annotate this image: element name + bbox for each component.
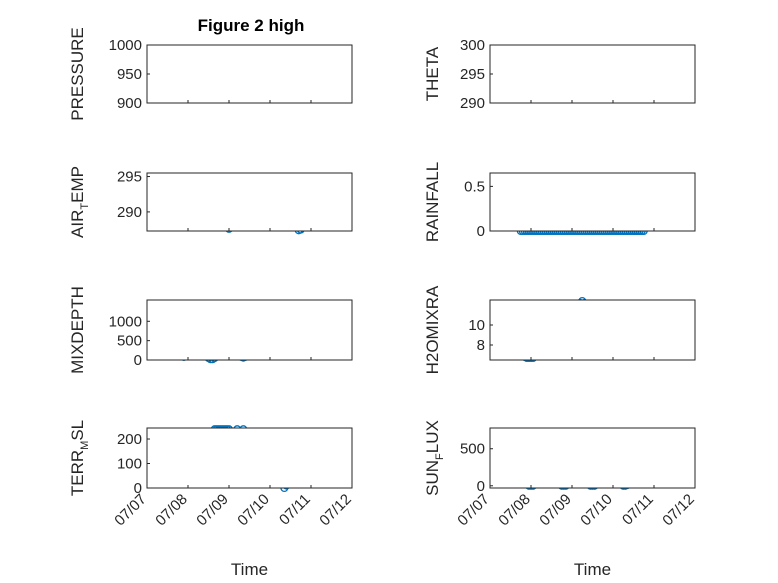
x-tick-label: 07/08: [152, 491, 191, 530]
axes-frame: [146, 427, 353, 489]
subplot-mixdepth: 0 500 1000 MIXDEPTH: [68, 286, 353, 374]
y-tick-label: 100: [117, 456, 142, 473]
axes-frame: [146, 172, 353, 232]
x-tick-label: 07/12: [316, 491, 355, 530]
figure-title: Figure 2 high: [198, 16, 305, 35]
subplot-pressure: 900 950 1000 PRESSURE: [68, 27, 353, 121]
y-axis-label: SUNFLUX: [423, 420, 446, 496]
axes-frame: [489, 299, 696, 361]
y-tick-label: 295: [117, 169, 142, 186]
y-tick-label: 0: [134, 480, 142, 497]
subplot-theta: 290 295 300 THETA: [423, 37, 696, 112]
x-tick-label: 07/09: [193, 491, 232, 530]
x-axis-label: Time: [231, 560, 268, 579]
x-tick-label: 07/07: [111, 491, 150, 530]
y-axis-label: H2OMIXRA: [423, 285, 442, 374]
x-tick-label: 07/10: [577, 491, 616, 530]
subplot-rainfall: 0 0.5 RAINFALL: [423, 162, 696, 242]
y-tick-label: 900: [117, 95, 142, 112]
axes-frame: [489, 172, 696, 232]
x-tick-label: 07/11: [276, 491, 314, 529]
y-tick-label: 500: [460, 441, 485, 458]
y-axis-label: RAINFALL: [423, 162, 442, 242]
x-tick-label: 07/10: [234, 491, 273, 530]
y-tick-label: 290: [460, 95, 485, 112]
y-tick-label: 0: [477, 223, 485, 240]
y-tick-label: 295: [460, 66, 485, 83]
y-tick-label: 300: [460, 37, 485, 54]
y-axis-label: AIRTEMP: [68, 166, 91, 238]
y-tick-label: 1000: [109, 37, 142, 54]
y-axis-label: THETA: [423, 46, 442, 101]
subplot-air_temp: 290 295 AIRTEMP: [68, 166, 353, 238]
x-tick-label: 07/08: [495, 491, 534, 530]
x-tick-label: 07/11: [619, 491, 657, 529]
x-axis-label: Time: [574, 560, 611, 579]
y-tick-label: 8: [477, 337, 485, 354]
y-tick-label: 0: [134, 352, 142, 369]
y-tick-label: 950: [117, 66, 142, 83]
y-axis-label: TERRMSL: [68, 420, 91, 496]
subplot-sun_flux: 0 500 07/07 07/08 07/09 07/10 07/11 07/12 Time SU…: [423, 420, 698, 579]
axes-frame: [146, 299, 353, 361]
y-tick-label: 200: [117, 431, 142, 448]
y-tick-label: 10: [468, 317, 485, 334]
y-axis-label: MIXDEPTH: [68, 286, 87, 374]
y-tick-label: 290: [117, 204, 142, 221]
axes-frame: [146, 44, 353, 104]
x-tick-label: 07/09: [536, 491, 575, 530]
x-tick-label: 07/12: [659, 491, 698, 530]
y-tick-label: 1000: [109, 313, 142, 330]
subplot-h2omixra: 8 10 H2OMIXRA: [423, 285, 696, 374]
axes-frame: [489, 427, 696, 489]
x-tick-label: 07/07: [454, 491, 493, 530]
y-axis-label: PRESSURE: [68, 27, 87, 121]
axes-frame: [489, 44, 696, 104]
subplot-terr_msl: 0 100 200 07/07 07/08 07/09 07/10 07/11 07/12 Tim…: [68, 420, 355, 579]
y-tick-label: 0.5: [464, 178, 485, 195]
y-tick-label: 0: [477, 478, 485, 495]
y-tick-label: 500: [117, 333, 142, 350]
